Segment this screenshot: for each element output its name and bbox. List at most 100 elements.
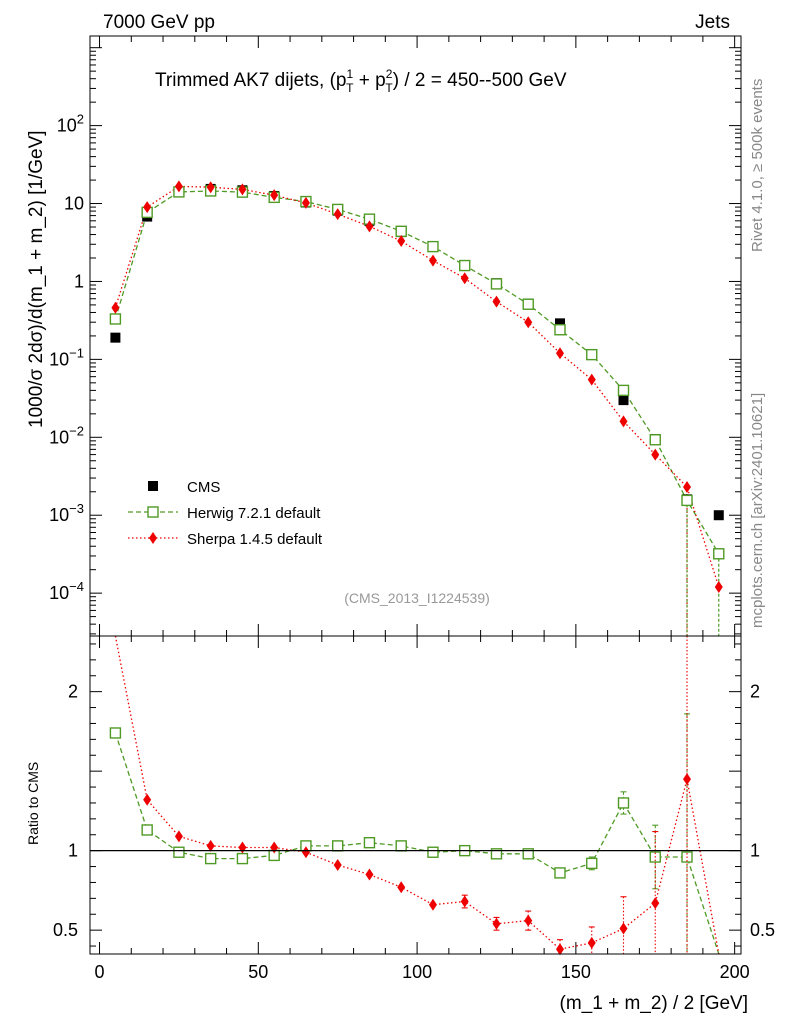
data-point-herwig xyxy=(617,384,630,397)
data-point-sherpa xyxy=(492,295,501,308)
data-point-sherpa xyxy=(555,347,564,360)
chart-title: Trimmed AK7 dijets, (p1 T + p2 T) / 2 = 45… xyxy=(155,67,567,95)
ratio-point-sherpa xyxy=(683,773,692,786)
ratio-y-tick-label: 2 xyxy=(68,682,78,702)
y-axis-label-ratio: Ratio to CMS xyxy=(25,762,41,845)
data-point-herwig xyxy=(713,548,725,560)
ratio-point-sherpa xyxy=(492,917,501,930)
x-tick-label: 50 xyxy=(248,962,268,982)
ratio-point-sherpa xyxy=(206,839,215,852)
data-point-sherpa xyxy=(397,235,406,248)
legend-herwig-marker xyxy=(147,506,159,518)
ratio-point-sherpa xyxy=(524,914,533,927)
legend-herwig-label: Herwig 7.2.1 default xyxy=(187,505,321,522)
ratio-point-herwig xyxy=(109,727,122,739)
x-tick-label: 0 xyxy=(95,962,105,982)
ratio-y-tick-label: 0.5 xyxy=(53,920,78,940)
ratio-y-tick-label: 1 xyxy=(68,841,78,861)
data-point-sherpa xyxy=(301,196,310,209)
y-tick-label: 10−1 xyxy=(49,345,84,369)
y-tick-label: 1 xyxy=(74,271,84,291)
x-tick-label: 200 xyxy=(720,962,750,982)
ratio-point-sherpa xyxy=(365,868,374,881)
x-tick-label: 150 xyxy=(561,962,591,982)
data-point-sherpa xyxy=(714,580,723,593)
data-point-sherpa xyxy=(238,183,247,196)
data-point-cms xyxy=(618,395,629,406)
data-point-herwig xyxy=(649,434,661,446)
y-tick-label: 10−4 xyxy=(49,579,84,603)
data-point-cms xyxy=(713,510,724,521)
legend-sherpa-label: Sherpa 1.4.5 default xyxy=(187,531,323,548)
data-point-cms xyxy=(110,332,121,343)
main-panel: 102 10 1 10−1 10−2 10−3 10−4 xyxy=(49,35,742,637)
data-point-sherpa xyxy=(524,316,533,329)
ratio-point-sherpa xyxy=(333,858,342,871)
x-axis-label: (m_1 + m_2) / 2 [GeV] xyxy=(560,993,749,1014)
ratio-point-herwig xyxy=(141,824,153,836)
ratio-point-herwig xyxy=(490,848,503,860)
ratio-y-tick-label-right: 0.5 xyxy=(750,920,775,940)
data-point-herwig xyxy=(586,348,598,361)
main-series-line xyxy=(114,190,720,555)
ratio-point-sherpa xyxy=(555,943,564,956)
ratio-point-herwig xyxy=(586,857,598,870)
ratio-point-sherpa xyxy=(301,846,310,859)
ratio-series-line xyxy=(114,732,720,955)
x-tick-labels: 0 50 100 150 200 xyxy=(95,962,750,982)
data-point-herwig xyxy=(395,225,407,238)
ratio-point-sherpa xyxy=(397,881,406,894)
ratio-point-sherpa xyxy=(651,897,660,910)
data-point-cms xyxy=(554,318,565,329)
ratio-series-layer xyxy=(109,635,720,956)
main-axis-ticks xyxy=(90,36,741,636)
ratio-y-tick-label-right: 1 xyxy=(750,841,760,861)
ratio-point-herwig xyxy=(617,797,630,809)
legend-cms-label: CMS xyxy=(187,479,220,496)
ratio-point-sherpa xyxy=(143,793,152,806)
ratio-y-tick-label-right: 2 xyxy=(750,682,760,702)
ratio-point-sherpa xyxy=(174,830,183,843)
legend-sherpa-marker xyxy=(149,532,157,544)
data-point-sherpa xyxy=(111,301,120,314)
ratio-panel-frame xyxy=(89,635,742,955)
ratio-point-herwig xyxy=(173,846,185,858)
ratio-point-sherpa xyxy=(428,898,437,911)
data-point-herwig xyxy=(554,324,566,336)
header-right-label: Jets xyxy=(695,12,730,33)
ratio-point-herwig xyxy=(236,852,249,865)
data-point-sherpa xyxy=(174,180,183,193)
ratio-point-herwig xyxy=(204,852,217,865)
ratio-point-herwig xyxy=(522,848,534,860)
data-point-sherpa xyxy=(651,448,660,461)
data-point-sherpa xyxy=(428,254,437,267)
analysis-label: (CMS_2013_I1224539) xyxy=(344,590,490,606)
data-point-sherpa xyxy=(587,373,596,386)
data-point-herwig xyxy=(459,259,471,272)
data-point-herwig xyxy=(427,240,439,253)
rivet-label: Rivet 4.1.0, ≥ 500k events xyxy=(749,79,766,252)
y-tick-label: 10−3 xyxy=(49,501,84,525)
mcplots-label: mcplots.cern.ch [arXiv:2401.10621] xyxy=(749,393,766,628)
ratio-panel: 0.5 0.5 1 1 2 2 xyxy=(53,635,775,956)
legend-cms-marker xyxy=(148,481,158,491)
ratio-point-sherpa xyxy=(238,841,247,854)
ratio-point-sherpa xyxy=(619,922,628,935)
data-point-sherpa xyxy=(683,481,692,494)
data-point-herwig xyxy=(490,278,503,290)
ratio-axis-ticks xyxy=(90,636,741,954)
header-left-label: 7000 GeV pp xyxy=(103,12,215,33)
ratio-point-herwig xyxy=(395,840,407,852)
ratio-y-tick-labels: 0.5 0.5 1 1 2 2 xyxy=(53,682,775,941)
data-point-sherpa xyxy=(333,208,342,221)
ratio-point-sherpa xyxy=(460,895,469,908)
y-tick-label: 102 xyxy=(57,112,84,136)
data-point-sherpa xyxy=(143,201,152,214)
ratio-series-line xyxy=(114,635,720,955)
data-point-sherpa xyxy=(270,189,279,202)
main-y-tick-labels: 102 10 1 10−1 10−2 10−3 10−4 xyxy=(49,112,84,604)
x-tick-label: 100 xyxy=(402,962,432,982)
data-point-sherpa xyxy=(206,181,215,194)
ratio-point-herwig xyxy=(554,867,566,879)
